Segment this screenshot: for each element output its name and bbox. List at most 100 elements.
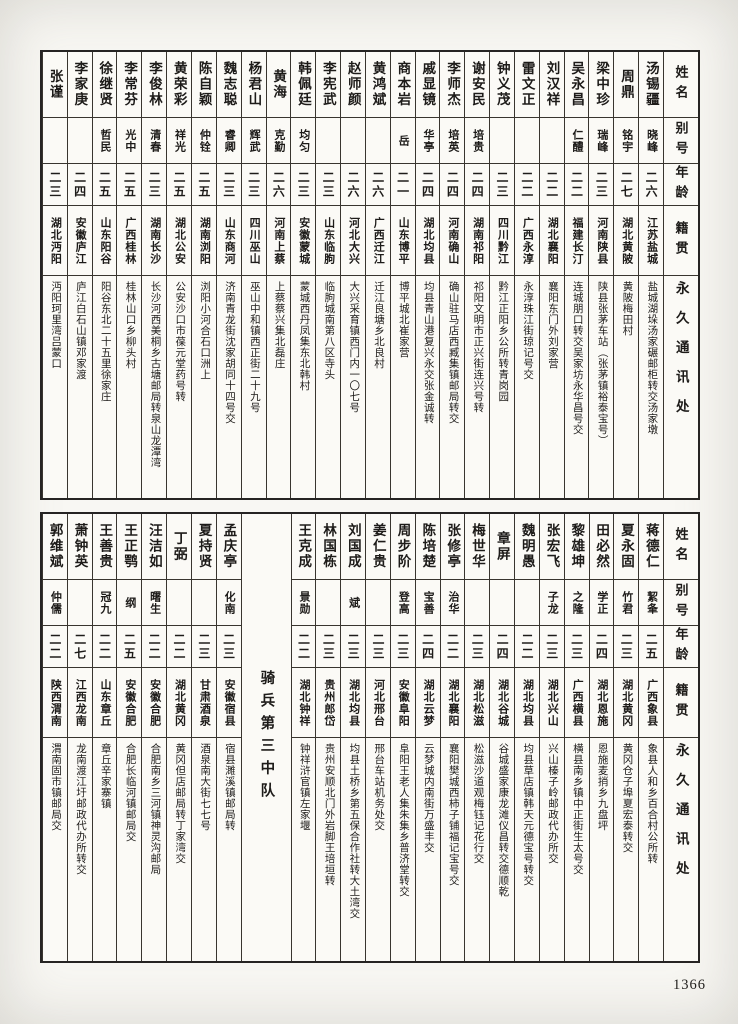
age-text: 二七: [619, 170, 634, 199]
address-cell: 巫山中和镇西正街二十九号: [242, 276, 266, 498]
origin-cell: 安徽宿县: [216, 668, 241, 738]
age-text: 二三: [221, 632, 236, 661]
name-text: 郭维斌: [47, 523, 63, 570]
age-text: 年龄: [673, 626, 689, 667]
origin-cell: 湖北兴山: [539, 668, 564, 738]
address-cell: 阜阳王老人集朱集乡普济堂转交: [391, 738, 415, 961]
roster-table-bottom: 姓名 别号 年龄 籍贯 永久通讯处 蒋德仁 絜夆 二五 广西象县 象县人和乡百合村公所转 夏永固 竹君…: [40, 512, 700, 963]
name-text: 张宏飞: [544, 523, 560, 570]
age-text: 二二: [519, 632, 534, 661]
roster-column: 李常芬 光中 二五 广西桂林 桂林山口乡柳头村: [116, 52, 142, 498]
address-cell: 陕县张茅车站（张茅镇裕泰宝号）: [589, 276, 613, 498]
age-text: 二二: [519, 170, 534, 199]
address-text: 迁江良塘乡北良村: [373, 281, 385, 369]
age-text: 二七: [72, 632, 87, 661]
age-cell: 年龄: [664, 164, 698, 206]
name-cell: 雷文正: [514, 52, 539, 118]
name-cell: 李俊林: [142, 52, 167, 118]
age-text: 二二: [544, 170, 559, 199]
name-text: 韩佩廷: [296, 61, 312, 108]
origin-text: 湖北黄冈: [620, 678, 633, 727]
name-cell: 孟庆亭: [216, 514, 241, 580]
origin-text: 四川巫山: [248, 216, 261, 265]
origin-text: 山东商河: [223, 216, 236, 265]
age-cell: 二六: [266, 164, 291, 206]
roster-column: 魏志聪 睿卿 二三 山东商河 济南青龙街沈家胡同十四号交: [215, 52, 241, 498]
roster-column: 梁中珍 瑞峰 二三 河南陕县 陕县张茅车站（张茅镇裕泰宝号）: [588, 52, 614, 498]
roster-column: 戚显镜 华亭 二四 湖北均县 均县青山港复兴永交张金诚转: [414, 52, 440, 498]
origin-text: 湖北襄阳: [546, 216, 559, 265]
address-text: 桂林山口乡柳头村: [124, 281, 136, 369]
alias-cell: 子龙: [539, 580, 564, 626]
roster-column: 章屏 二四 湖北谷城 谷城盛家康龙滩仪昌转交德顺乾: [489, 514, 515, 961]
name-text: 林国栋: [321, 523, 337, 570]
name-text: 魏志聪: [221, 61, 237, 108]
alias-text: 学正: [595, 590, 608, 615]
age-text: 二三: [321, 632, 336, 661]
roster-column: 张宏飞 子龙 二三 湖北兴山 兴山榛子岭邮政代办所交: [538, 514, 564, 961]
name-text: 陈培楚: [420, 523, 436, 570]
age-text: 二二: [47, 632, 62, 661]
alias-cell: [539, 118, 564, 164]
roster-column: 李家庚 二四 安徽庐江 庐江白石山镇邓家渡: [66, 52, 92, 498]
age-text: 二五: [122, 170, 137, 199]
alias-text: 培贵: [471, 128, 484, 153]
age-cell: 二三: [465, 626, 490, 668]
roster-column: 商本岩岳二一 山东博平 博平城北崔家营: [389, 52, 415, 498]
address-text: 陕县张茅车站（张茅镇裕泰宝号）: [596, 281, 608, 446]
name-cell: 梁中珍: [589, 52, 614, 118]
roster-column: 王克成 景勋 二二 湖北钟祥 钟祥浒官镇左家堰: [290, 514, 316, 961]
roster-column: 谢安民 培贵 二四 湖南祁阳 祁阳文明市正兴街连兴号转: [464, 52, 490, 498]
origin-cell: 湖北均县: [415, 206, 440, 276]
name-text: 徐继贤: [97, 61, 113, 108]
address-cell: 确山驻马店西臧集镇邮局转交: [440, 276, 464, 498]
origin-cell: 安徽合肥: [117, 668, 142, 738]
age-cell: 二三: [564, 626, 589, 668]
roster-column: 黎雄坤 之隆 二三 广西横县 横县南乡镇中正街生太号交: [563, 514, 589, 961]
address-text: 邢台车站机务处交: [373, 743, 385, 831]
origin-cell: 安徽庐江: [67, 206, 92, 276]
name-cell: 李宪武: [316, 52, 341, 118]
name-cell: 姓名: [664, 52, 698, 118]
address-cell: 盐城湖垛汤家碾邮柜转交汤家墩: [639, 276, 663, 498]
age-text: 二四: [445, 170, 460, 199]
alias-text: 岳: [397, 134, 410, 147]
name-text: 蒋德仁: [643, 523, 659, 570]
name-cell: 夏持贤: [191, 514, 216, 580]
address-text: 谷城盛家康龙滩仪昌转交德顺乾: [497, 743, 509, 897]
name-cell: 黄鸿斌: [365, 52, 390, 118]
origin-cell: 山东阳谷: [92, 206, 117, 276]
origin-text: 河南陕县: [595, 216, 608, 265]
age-text: 二三: [495, 170, 510, 199]
alias-cell: [341, 118, 365, 164]
origin-cell: 陕西渭南: [42, 668, 67, 738]
origin-text: 山东阳谷: [99, 216, 112, 265]
age-text: 二五: [644, 632, 659, 661]
name-text: 王正鹗: [122, 523, 138, 570]
address-text: 酒泉南大街七七号: [199, 743, 211, 831]
name-text: 黄荣彩: [171, 61, 187, 108]
roster-column: 蒋德仁 絜夆 二五 广西象县 象县人和乡百合村公所转: [638, 514, 663, 961]
origin-text: 山东临朐: [322, 216, 335, 265]
alias-text: 克勤: [272, 128, 285, 153]
roster-column: 张谨 二三 湖北沔阳 沔阳珂里湾吕蒙口: [41, 52, 67, 498]
age-cell: 二四: [465, 164, 490, 206]
address-cell: 邢台车站机务处交: [366, 738, 390, 961]
alias-text: 之隆: [571, 590, 584, 615]
name-text: 李宪武: [320, 61, 336, 108]
name-text: 李俊林: [146, 61, 162, 108]
address-text: 庐江白石山镇邓家渡: [74, 281, 86, 380]
address-cell: 合肥长临河镇邮局交: [117, 738, 141, 961]
alias-text: 哲民: [99, 128, 112, 153]
origin-text: 湖北均县: [521, 678, 534, 727]
alias-cell: 辉武: [241, 118, 266, 164]
address-text: 沔阳珂里湾吕蒙口: [50, 281, 62, 369]
alias-text: 华亭: [421, 128, 434, 153]
roster-column: 徐继贤 哲民 二五 山东阳谷 阳谷东北二十五里徐家庄: [91, 52, 117, 498]
origin-cell: 湖北黄冈: [614, 668, 639, 738]
age-cell: 二二: [142, 626, 167, 668]
address-text: 象县人和乡百合村公所转: [646, 743, 658, 864]
origin-cell: 山东商河: [216, 206, 241, 276]
age-text: 年龄: [673, 164, 689, 205]
origin-text: 安徽合肥: [123, 678, 136, 727]
